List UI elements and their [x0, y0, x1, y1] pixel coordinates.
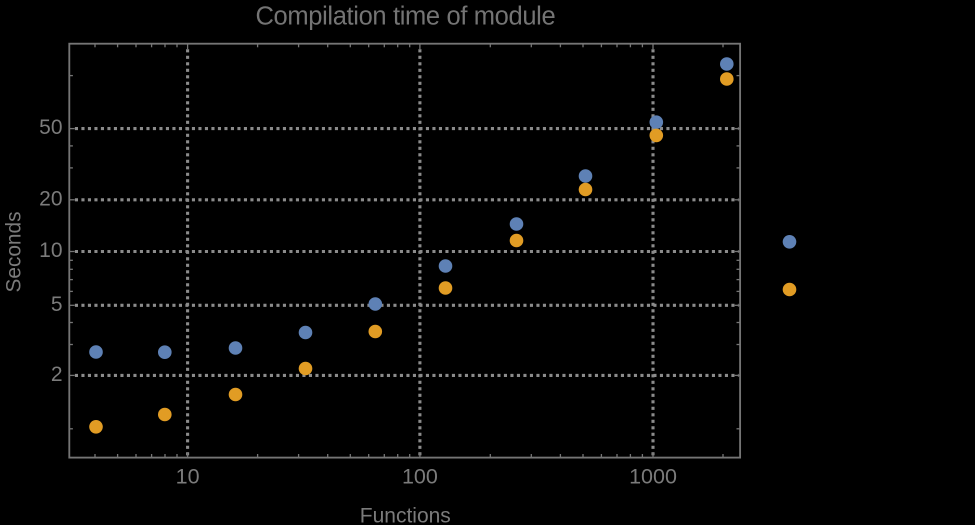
svg-text:10: 10	[176, 464, 200, 488]
svg-text:100: 100	[402, 464, 438, 488]
svg-text:5: 5	[51, 293, 63, 316]
svg-text:20: 20	[39, 187, 62, 210]
svg-text:Functions: Functions	[360, 505, 451, 525]
svg-text:Compilation time of module: Compilation time of module	[255, 3, 555, 31]
svg-text:50: 50	[39, 116, 62, 139]
svg-text:1000: 1000	[629, 464, 677, 488]
svg-text:Seconds: Seconds	[3, 212, 26, 293]
svg-text:2: 2	[51, 363, 63, 386]
svg-text:10: 10	[39, 239, 62, 262]
